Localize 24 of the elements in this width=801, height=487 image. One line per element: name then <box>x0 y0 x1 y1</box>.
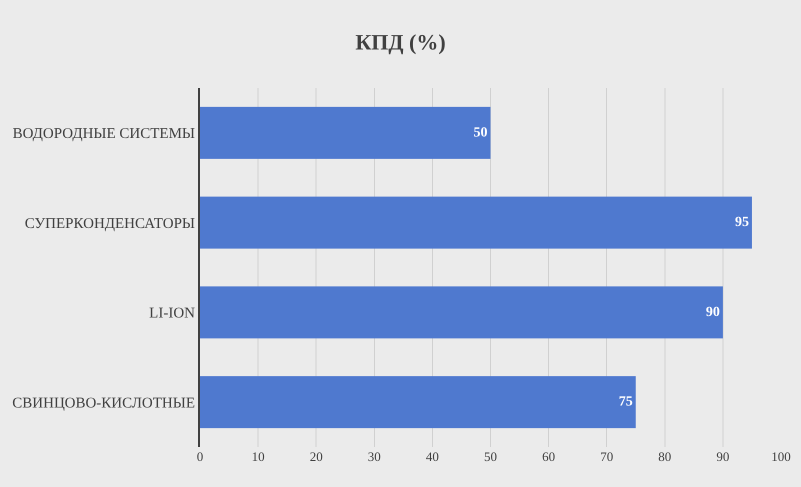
bar <box>200 106 490 159</box>
data-label: 90 <box>706 304 720 320</box>
x-tick-label: 30 <box>368 449 381 464</box>
x-tick-label: 0 <box>196 449 204 464</box>
data-label: 95 <box>734 215 749 230</box>
x-tick-label: 70 <box>600 449 614 464</box>
bar <box>200 196 752 249</box>
x-tick-label: 20 <box>310 449 323 464</box>
x-tick-label: 60 <box>542 449 556 464</box>
x-tick-label: 10 <box>252 449 265 464</box>
y-tick-label: LI-ION <box>149 306 196 322</box>
chart-title: КПД (%) <box>355 29 446 54</box>
bar <box>200 286 723 338</box>
x-tick-label: 80 <box>658 449 672 464</box>
bar <box>200 376 636 428</box>
y-tick-label: ВОДОРОДНЫЕ СИСТЕМЫ <box>12 126 195 142</box>
x-tick-label: 40 <box>426 449 439 464</box>
data-label: 75 <box>618 394 633 410</box>
y-tick-label: СУПЕРКОНДЕНСАТОРЫ <box>24 216 195 232</box>
x-tick-label: 90 <box>716 449 730 464</box>
data-label: 50 <box>474 125 488 140</box>
y-tick-label: СВИНЦОВО-КИСЛОТНЫЕ <box>12 395 195 412</box>
x-tick-label: 50 <box>484 449 497 464</box>
x-tick-label: 100 <box>771 449 791 464</box>
